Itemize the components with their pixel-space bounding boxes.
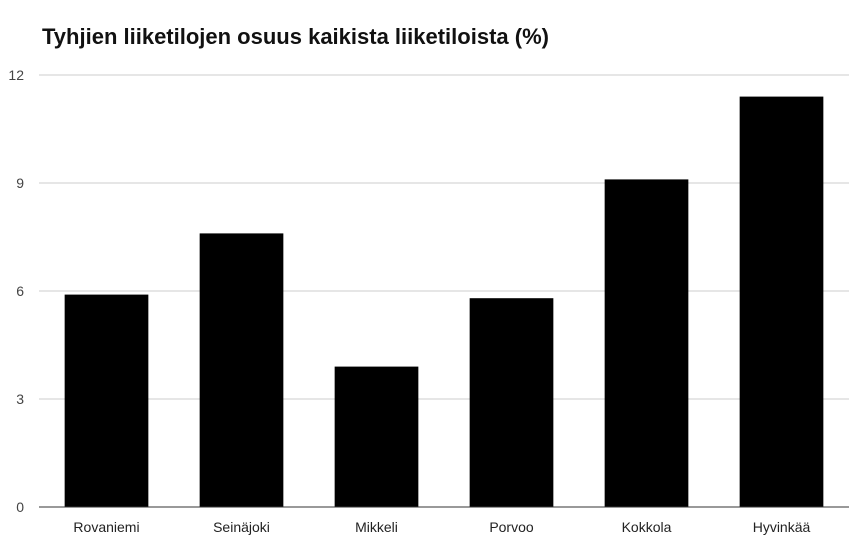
category-labels: Rovaniemi Seinäjoki Mikkeli Porvoo Kokkola Hy… xyxy=(73,519,810,535)
bars xyxy=(64,96,824,507)
bar xyxy=(64,294,149,507)
x-tick-label: Seinäjoki xyxy=(213,519,270,535)
chart-title: Tyhjien liiketilojen osuus kaikista liik… xyxy=(42,24,549,49)
y-tick-label: 12 xyxy=(8,67,24,83)
y-tick-label: 6 xyxy=(16,283,24,299)
bar xyxy=(604,179,689,507)
y-tick-labels: 0 3 6 9 12 xyxy=(8,67,24,515)
bar xyxy=(469,298,554,507)
x-tick-label: Porvoo xyxy=(489,519,534,535)
x-tick-label: Mikkeli xyxy=(355,519,398,535)
y-gridlines xyxy=(39,74,849,400)
y-tick-label: 0 xyxy=(16,499,24,515)
y-tick-label: 3 xyxy=(16,391,24,407)
bar xyxy=(334,366,419,507)
bar xyxy=(199,233,284,507)
x-tick-label: Rovaniemi xyxy=(73,519,139,535)
y-tick-label: 9 xyxy=(16,175,24,191)
x-tick-label: Kokkola xyxy=(622,519,672,535)
bar xyxy=(739,96,824,507)
x-tick-label: Hyvinkää xyxy=(753,519,811,535)
